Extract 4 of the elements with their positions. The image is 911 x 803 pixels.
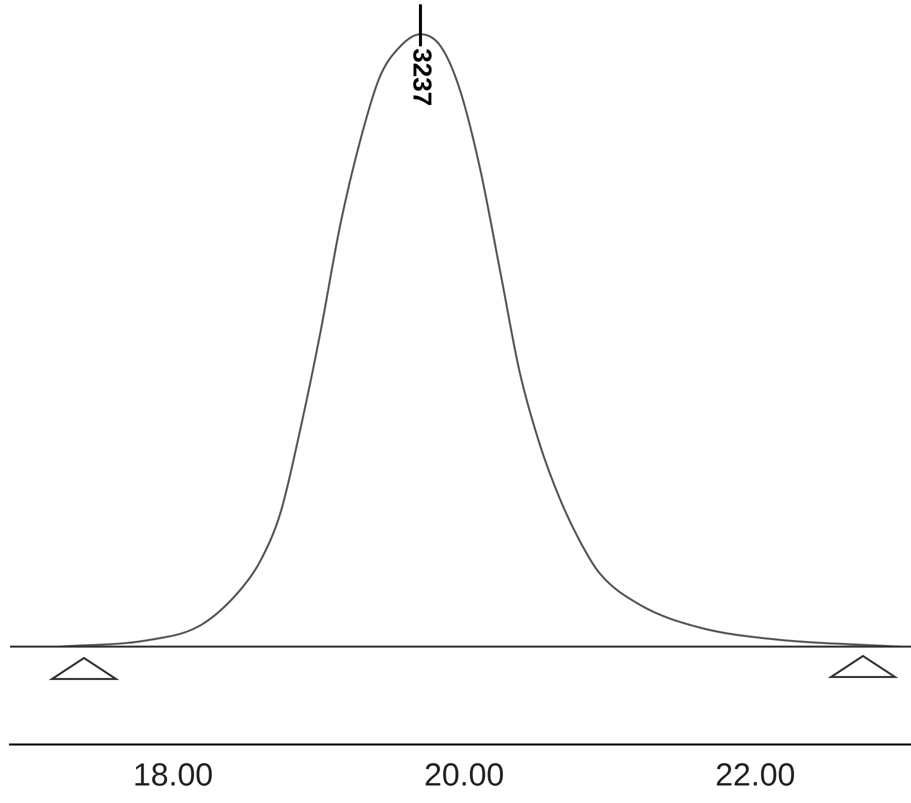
annotation: 3237 — [407, 48, 438, 106]
x-tick-label: 22.00 — [715, 756, 796, 793]
x-tick-label: 18.00 — [132, 756, 214, 793]
x-tick-label: 20.00 — [424, 756, 504, 793]
